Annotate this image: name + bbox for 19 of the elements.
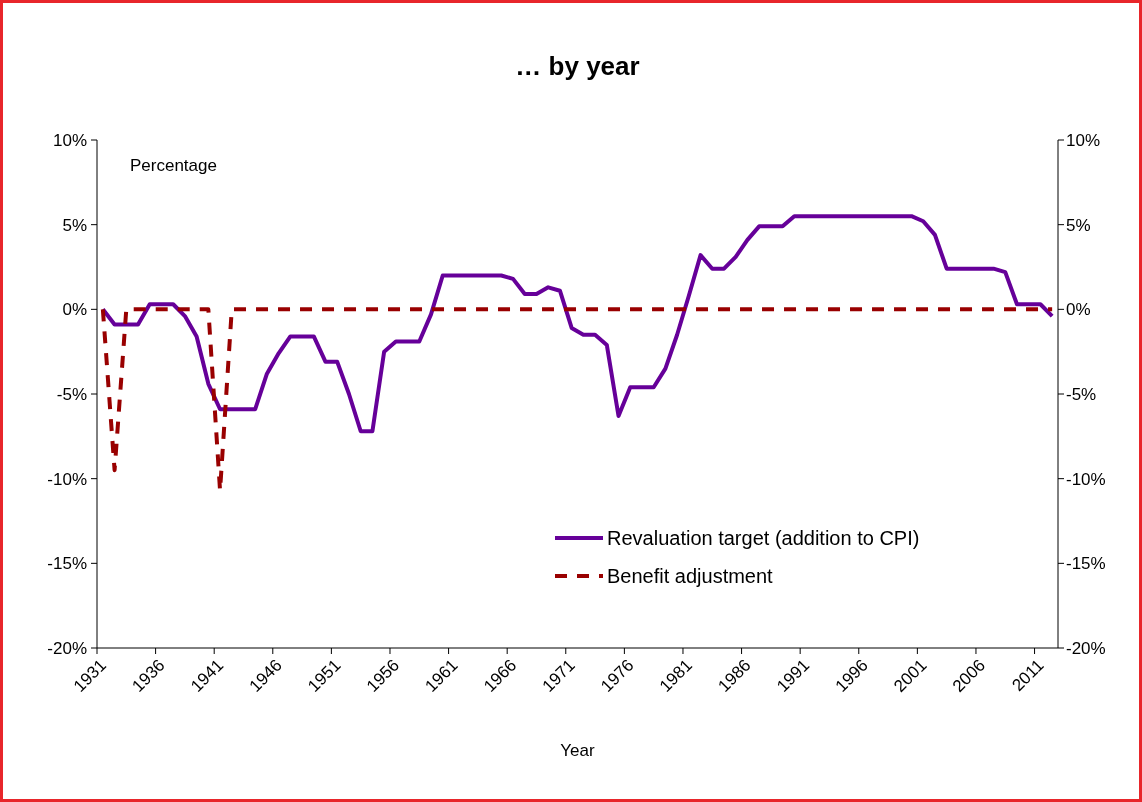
y-tick-label: -20%	[47, 638, 87, 658]
y-tick-label: -10%	[47, 469, 87, 489]
y-tick-label: -5%	[56, 384, 87, 404]
y2-tick-label: -10%	[1066, 469, 1106, 489]
y2-tick-label: -5%	[1066, 384, 1097, 404]
legend-label: Revaluation target (addition to CPI)	[607, 527, 920, 549]
legend-label: Benefit adjustment	[607, 565, 774, 587]
y-axis-title: Percentage	[130, 156, 217, 175]
y-tick-label: -15%	[47, 554, 87, 574]
y2-tick-label: 5%	[1066, 215, 1091, 235]
chart-title: … by year	[515, 51, 640, 81]
y2-tick-label: 10%	[1066, 130, 1101, 150]
y-tick-label: 0%	[62, 300, 87, 320]
y-tick-label: 5%	[62, 215, 87, 235]
y2-tick-label: 0%	[1066, 300, 1091, 320]
y2-tick-label: -20%	[1066, 638, 1106, 658]
y2-tick-label: -15%	[1066, 554, 1106, 574]
x-axis-title: Year	[560, 741, 596, 760]
y-tick-label: 10%	[52, 130, 87, 150]
